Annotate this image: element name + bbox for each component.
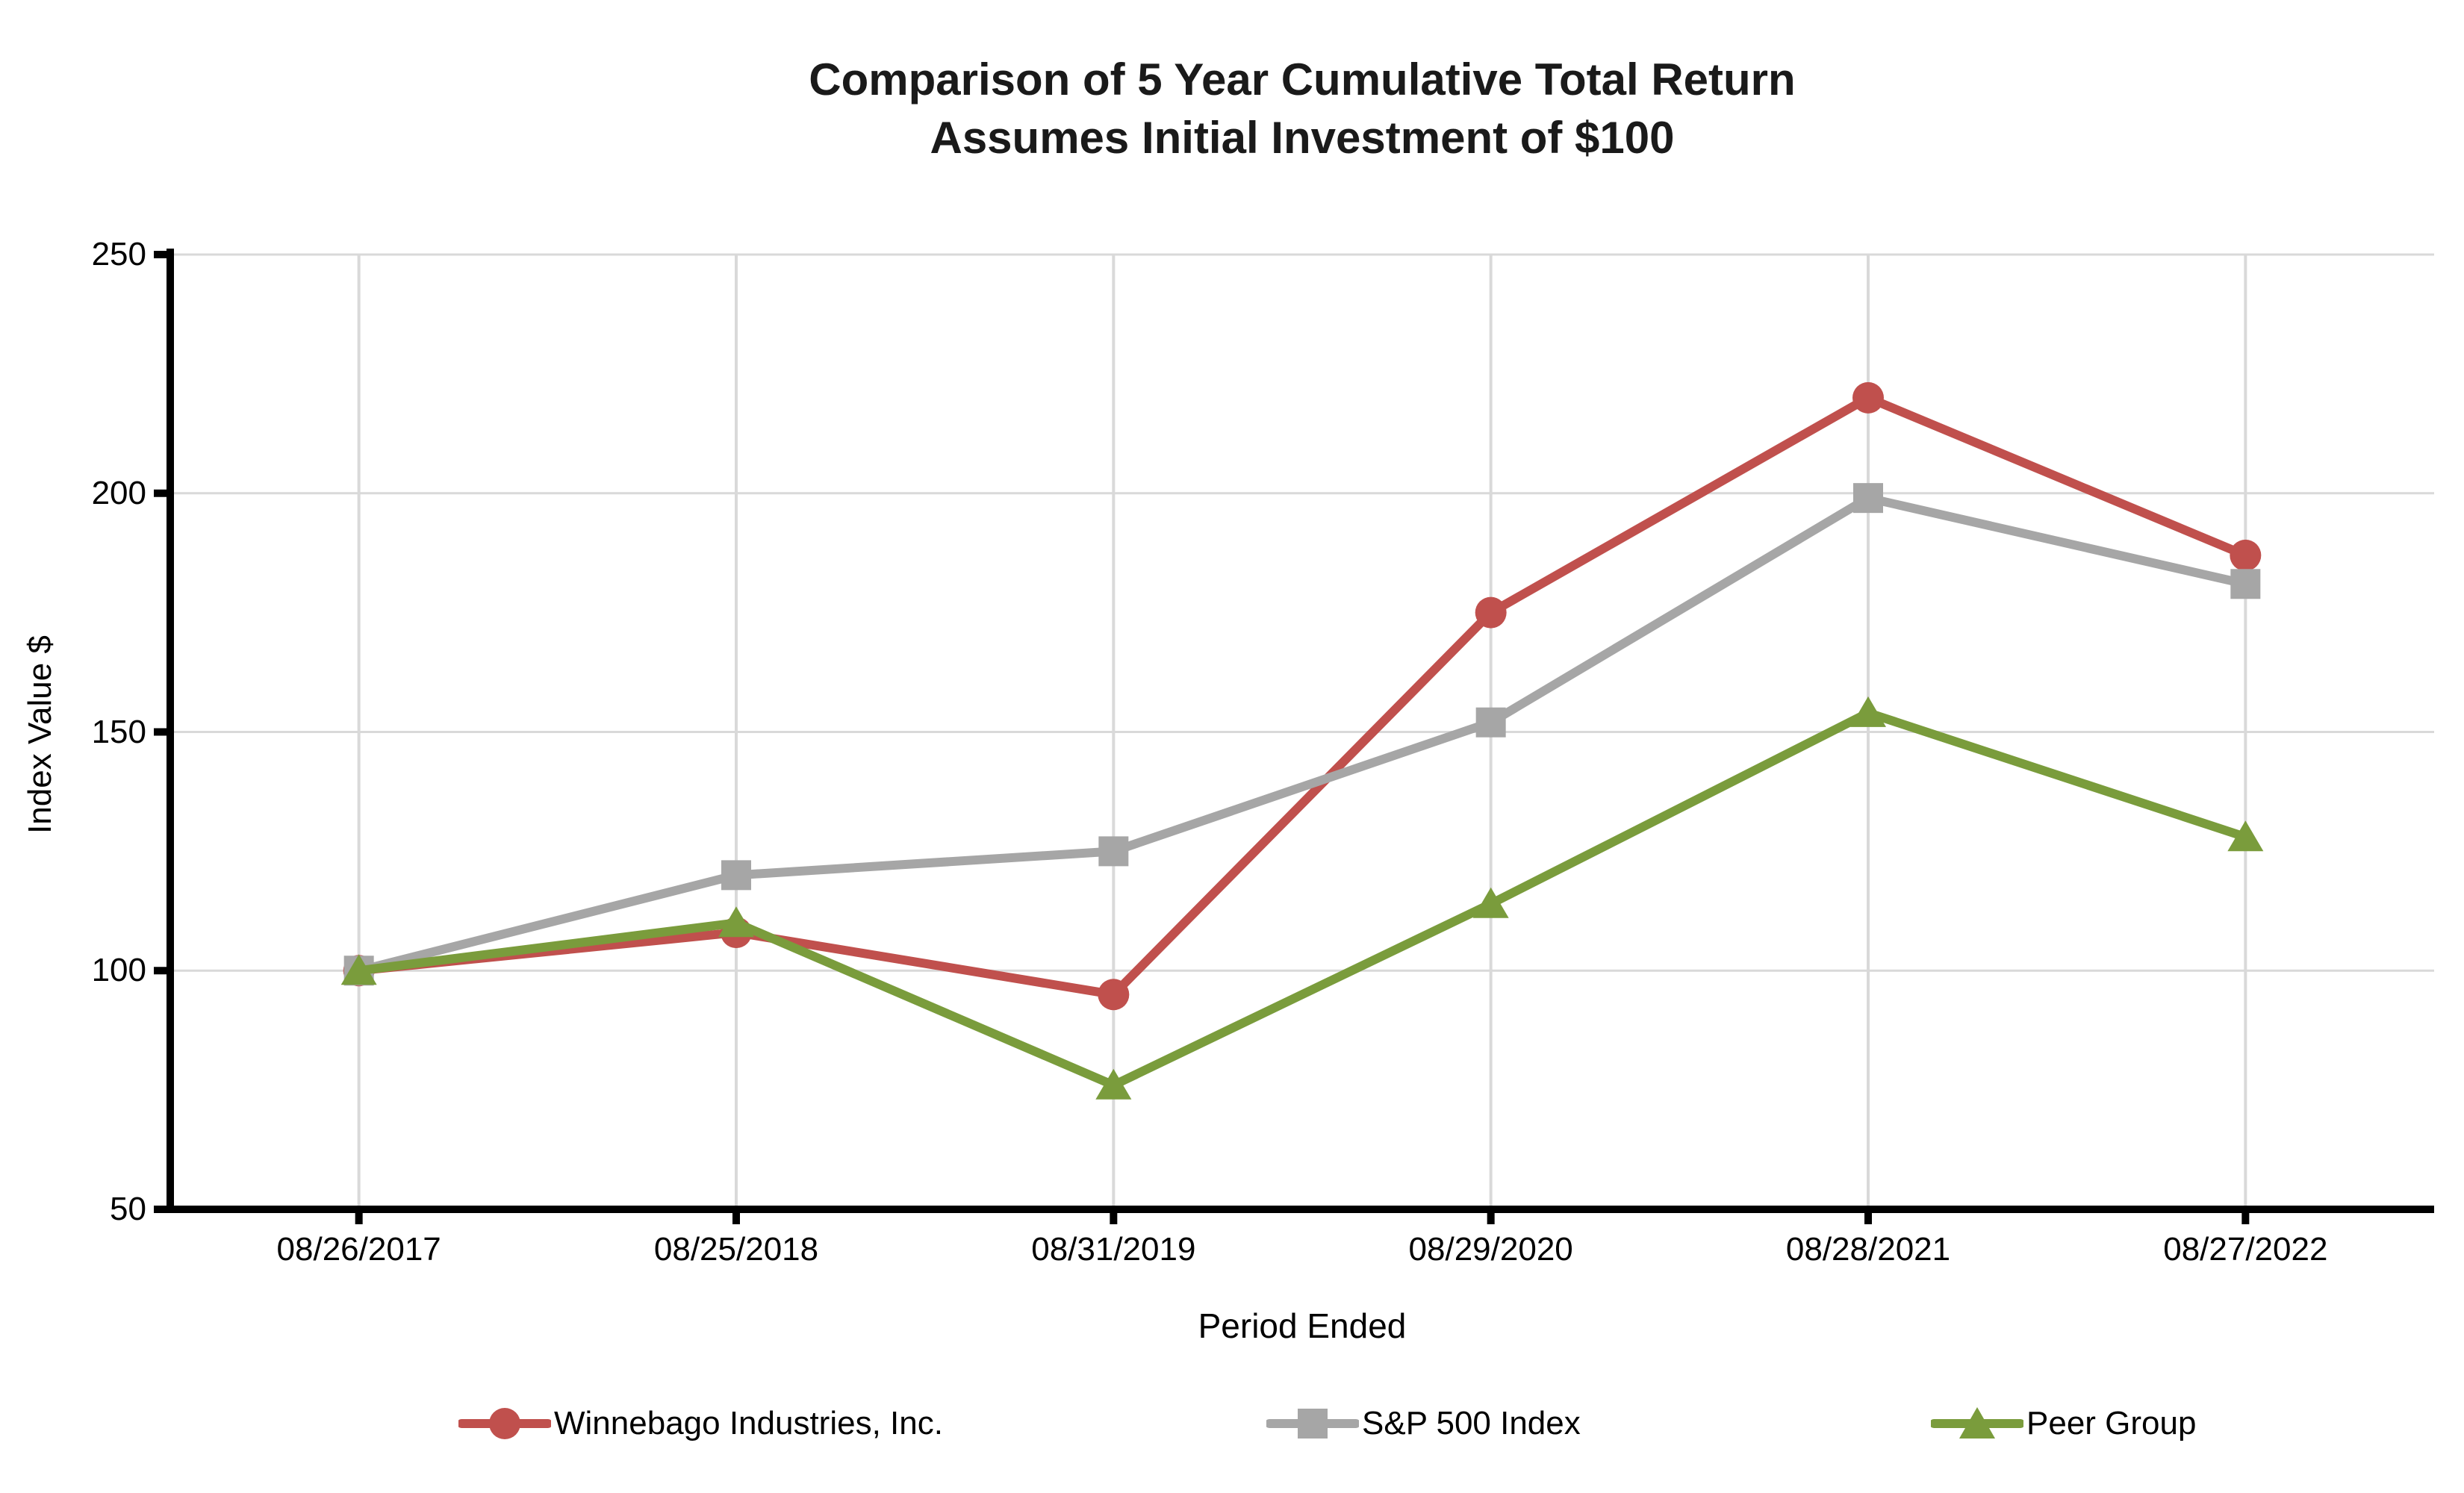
data-point-triangle [340, 954, 377, 985]
x-tick-label: 08/27/2022 [2163, 1231, 2328, 1268]
legend-item-sp500: S&P 500 Index [1266, 1397, 1581, 1450]
y-axis-title: Index Value $ [22, 635, 58, 834]
data-point-circle [1852, 381, 1884, 414]
y-tick-label: 150 [91, 713, 146, 750]
legend-label: Winnebago Industries, Inc. [554, 1405, 943, 1441]
data-point-circle [1098, 979, 1130, 1011]
x-tick-label: 08/25/2018 [653, 1231, 819, 1268]
series-line-3 [358, 708, 2247, 1090]
series-line-2 [358, 493, 2247, 976]
x-axis-title: Period Ended [1198, 1306, 1407, 1345]
legend-marker-peer-triangle [1931, 1407, 2023, 1439]
chart-legend: Winnebago Industries, Inc. S&P 500 Index… [0, 1397, 2464, 1450]
data-point-triangle [2227, 820, 2264, 852]
chart-title-block: Comparison of 5 Year Cumulative Total Re… [170, 51, 2434, 167]
data-point-circle [1475, 596, 1507, 629]
data-point-triangle [1472, 887, 1509, 918]
legend-marker-winnebago-circle [458, 1408, 551, 1439]
legend-label: S&P 500 Index [1362, 1405, 1581, 1441]
chart-subtitle: Assumes Initial Investment of $100 [930, 113, 1675, 163]
series-line-1 [358, 393, 2247, 1000]
data-point-triangle [1095, 1068, 1132, 1100]
legend-label: Peer Group [2026, 1405, 2197, 1441]
data-point-circle [2230, 539, 2262, 571]
y-tick-label: 250 [91, 236, 146, 272]
data-point-triangle [1850, 696, 1886, 727]
data-point-square [721, 860, 751, 891]
legend-marker-sp500-square [1266, 1409, 1359, 1439]
data-point-square [1475, 707, 1506, 738]
data-point-square [1098, 836, 1129, 867]
data-point-square [1853, 483, 1883, 514]
x-tick-label: 08/28/2021 [1785, 1231, 1951, 1268]
legend-item-peer-group: Peer Group [1931, 1397, 2196, 1450]
chart-title: Comparison of 5 Year Cumulative Total Re… [809, 54, 1796, 105]
y-tick-label: 200 [91, 474, 146, 511]
data-point-triangle [718, 906, 754, 938]
x-tick-label: 08/29/2020 [1408, 1231, 1573, 1268]
x-tick-label: 08/26/2017 [276, 1231, 441, 1268]
legend-item-winnebago: Winnebago Industries, Inc. [458, 1397, 943, 1450]
y-tick-label: 100 [91, 952, 146, 989]
data-point-square [2230, 569, 2261, 599]
x-tick-label: 08/31/2019 [1031, 1231, 1196, 1268]
y-tick-label: 50 [110, 1191, 146, 1227]
